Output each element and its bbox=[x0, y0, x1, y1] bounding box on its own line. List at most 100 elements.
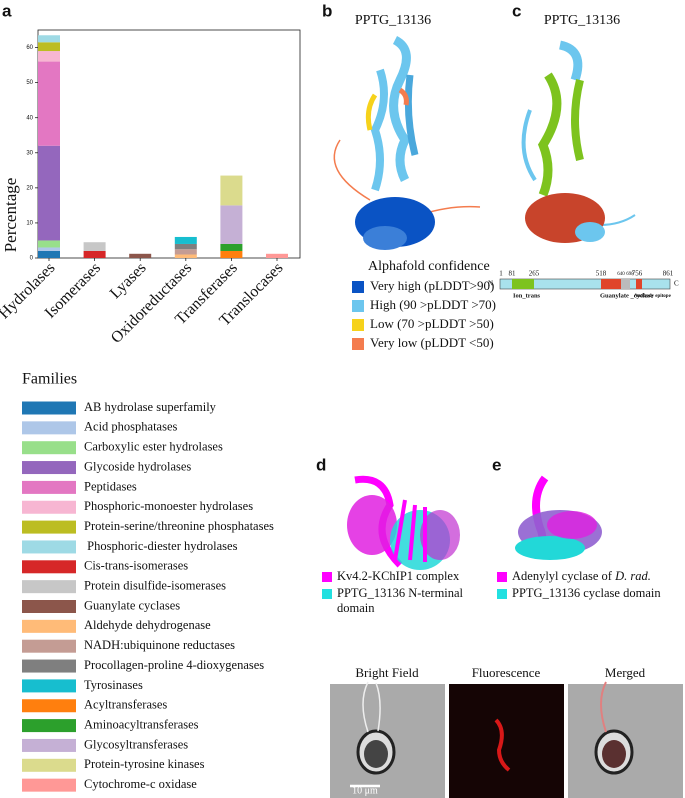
legend-swatch bbox=[22, 639, 76, 653]
legend: Very high (pLDDT>90) High (90 >pLDDT >70)… bbox=[352, 278, 496, 350]
bar-segment bbox=[220, 175, 243, 206]
legend-label: Tyrosinases bbox=[84, 678, 143, 692]
legend-swatch bbox=[22, 421, 76, 435]
position-label: 518 bbox=[596, 270, 607, 278]
legend-label: Peptidases bbox=[84, 479, 137, 493]
legend-swatch bbox=[22, 520, 76, 534]
protein-structure bbox=[521, 40, 636, 243]
scale-label: 10 μm bbox=[352, 785, 378, 796]
legend-label: Acid phosphatases bbox=[84, 420, 178, 434]
bar-segment bbox=[38, 247, 60, 251]
legend-swatch bbox=[22, 600, 76, 613]
legend-swatch bbox=[22, 738, 76, 752]
bar-segment bbox=[220, 250, 243, 258]
panel-letter: c bbox=[512, 1, 521, 20]
legend-swatch bbox=[497, 572, 507, 582]
domain-label: Guanylate _cyclase bbox=[600, 292, 653, 299]
domain-label: Antibody epitope bbox=[634, 294, 672, 299]
c-terminus: C bbox=[674, 280, 679, 288]
panel-letter: e bbox=[492, 455, 501, 474]
bar-segment bbox=[38, 51, 60, 62]
x-tick-label: Oxidoreductases bbox=[108, 259, 195, 346]
bar-segment bbox=[38, 61, 60, 146]
bar-segment bbox=[174, 243, 197, 250]
bar-segment bbox=[174, 249, 197, 255]
y-tick-label: 30 bbox=[26, 150, 33, 156]
legend-swatch bbox=[22, 778, 76, 792]
legend-label: Adenylyl cyclase of D. rad. bbox=[512, 569, 651, 583]
legend-swatch bbox=[352, 281, 364, 293]
legend-label: Phosphoric-diester hydrolases bbox=[84, 539, 238, 553]
legend-label: NADH:ubiquinone reductases bbox=[84, 638, 235, 652]
legend-swatch bbox=[22, 540, 76, 554]
position-label: 698 bbox=[626, 272, 634, 277]
y-tick-label: 0 bbox=[30, 256, 34, 262]
position-label: 756 bbox=[632, 270, 643, 278]
legend-swatch bbox=[22, 500, 76, 514]
legend-label: Carboxylic ester hydrolases bbox=[84, 440, 223, 454]
legend-swatch bbox=[22, 461, 76, 475]
y-tick-label: 20 bbox=[26, 185, 33, 191]
legend-title: Families bbox=[22, 371, 77, 388]
position-label: 640 bbox=[617, 272, 625, 277]
legend-label: Aldehyde dehydrogenase bbox=[84, 618, 211, 632]
bar-segment bbox=[220, 243, 243, 251]
legend-swatch bbox=[352, 300, 364, 312]
y-tick-label: 10 bbox=[26, 221, 33, 227]
legend-label: Low (70 >pLDDT >50) bbox=[370, 316, 494, 331]
legend-swatch bbox=[322, 572, 332, 582]
panel-letter: a bbox=[2, 1, 12, 20]
panel-letter: b bbox=[322, 1, 332, 20]
domain-diagram bbox=[499, 278, 671, 290]
fluorescence-image bbox=[449, 684, 564, 798]
legend-swatch bbox=[497, 589, 507, 599]
legend-label: Aminoacyltransferases bbox=[84, 717, 199, 731]
fluorescence-signal bbox=[494, 718, 511, 772]
position-label: 1 bbox=[499, 270, 503, 278]
legend-label: Kv4.2-KChIP1 complex bbox=[337, 569, 460, 583]
legend-text: Kv4.2-KChIP1 complex bbox=[337, 569, 460, 583]
panel-title: PPTG_13136 bbox=[544, 13, 620, 28]
legend-label: AB hydrolase superfamily bbox=[84, 400, 217, 414]
flagella bbox=[362, 681, 381, 733]
legend-swatch bbox=[22, 659, 76, 673]
cell-nucleus bbox=[602, 740, 626, 768]
bar-segment bbox=[174, 236, 197, 244]
legend-swatch bbox=[22, 441, 76, 455]
legend-label: Very high (pLDDT>90) bbox=[370, 278, 494, 293]
legend-label: Very low (pLDDT <50) bbox=[370, 335, 494, 350]
image-label: Fluorescence bbox=[472, 665, 541, 680]
panel-letter: d bbox=[316, 455, 326, 474]
protein-structure bbox=[347, 475, 460, 570]
legend-swatch bbox=[352, 319, 364, 331]
legend-swatch bbox=[22, 699, 76, 713]
legend-label: Cis-trans-isomerases bbox=[84, 559, 188, 573]
bar-segment bbox=[38, 145, 60, 241]
legend-label: domain bbox=[337, 601, 375, 615]
cell-nucleus bbox=[364, 740, 388, 768]
legend-swatch bbox=[22, 401, 76, 415]
protein-structure bbox=[333, 35, 481, 250]
legend-text: PPTG_13136 cyclase domain bbox=[512, 586, 661, 600]
bar-segment bbox=[38, 240, 60, 248]
bar-segment bbox=[174, 254, 197, 258]
bar-segment bbox=[38, 250, 60, 258]
legend-swatch bbox=[22, 560, 76, 574]
position-label: 81 bbox=[509, 270, 517, 278]
flagella bbox=[600, 681, 607, 733]
legend-label: Protein-tyrosine kinases bbox=[84, 757, 205, 771]
legend-label: Glycoside hydrolases bbox=[84, 459, 191, 473]
legend-swatch bbox=[22, 480, 76, 494]
x-tick-label: Lyases bbox=[107, 259, 150, 302]
image-labels: Bright Field Fluorescence Merged bbox=[355, 665, 645, 680]
legend-text-italic: D. rad. bbox=[614, 569, 651, 583]
protein-structure bbox=[515, 475, 602, 560]
legend-swatch bbox=[22, 679, 76, 693]
legend-swatch bbox=[22, 758, 76, 772]
legend-label: Protein disulfide-isomerases bbox=[84, 579, 226, 593]
bar-segment bbox=[83, 250, 106, 258]
bar-segment bbox=[266, 253, 288, 258]
